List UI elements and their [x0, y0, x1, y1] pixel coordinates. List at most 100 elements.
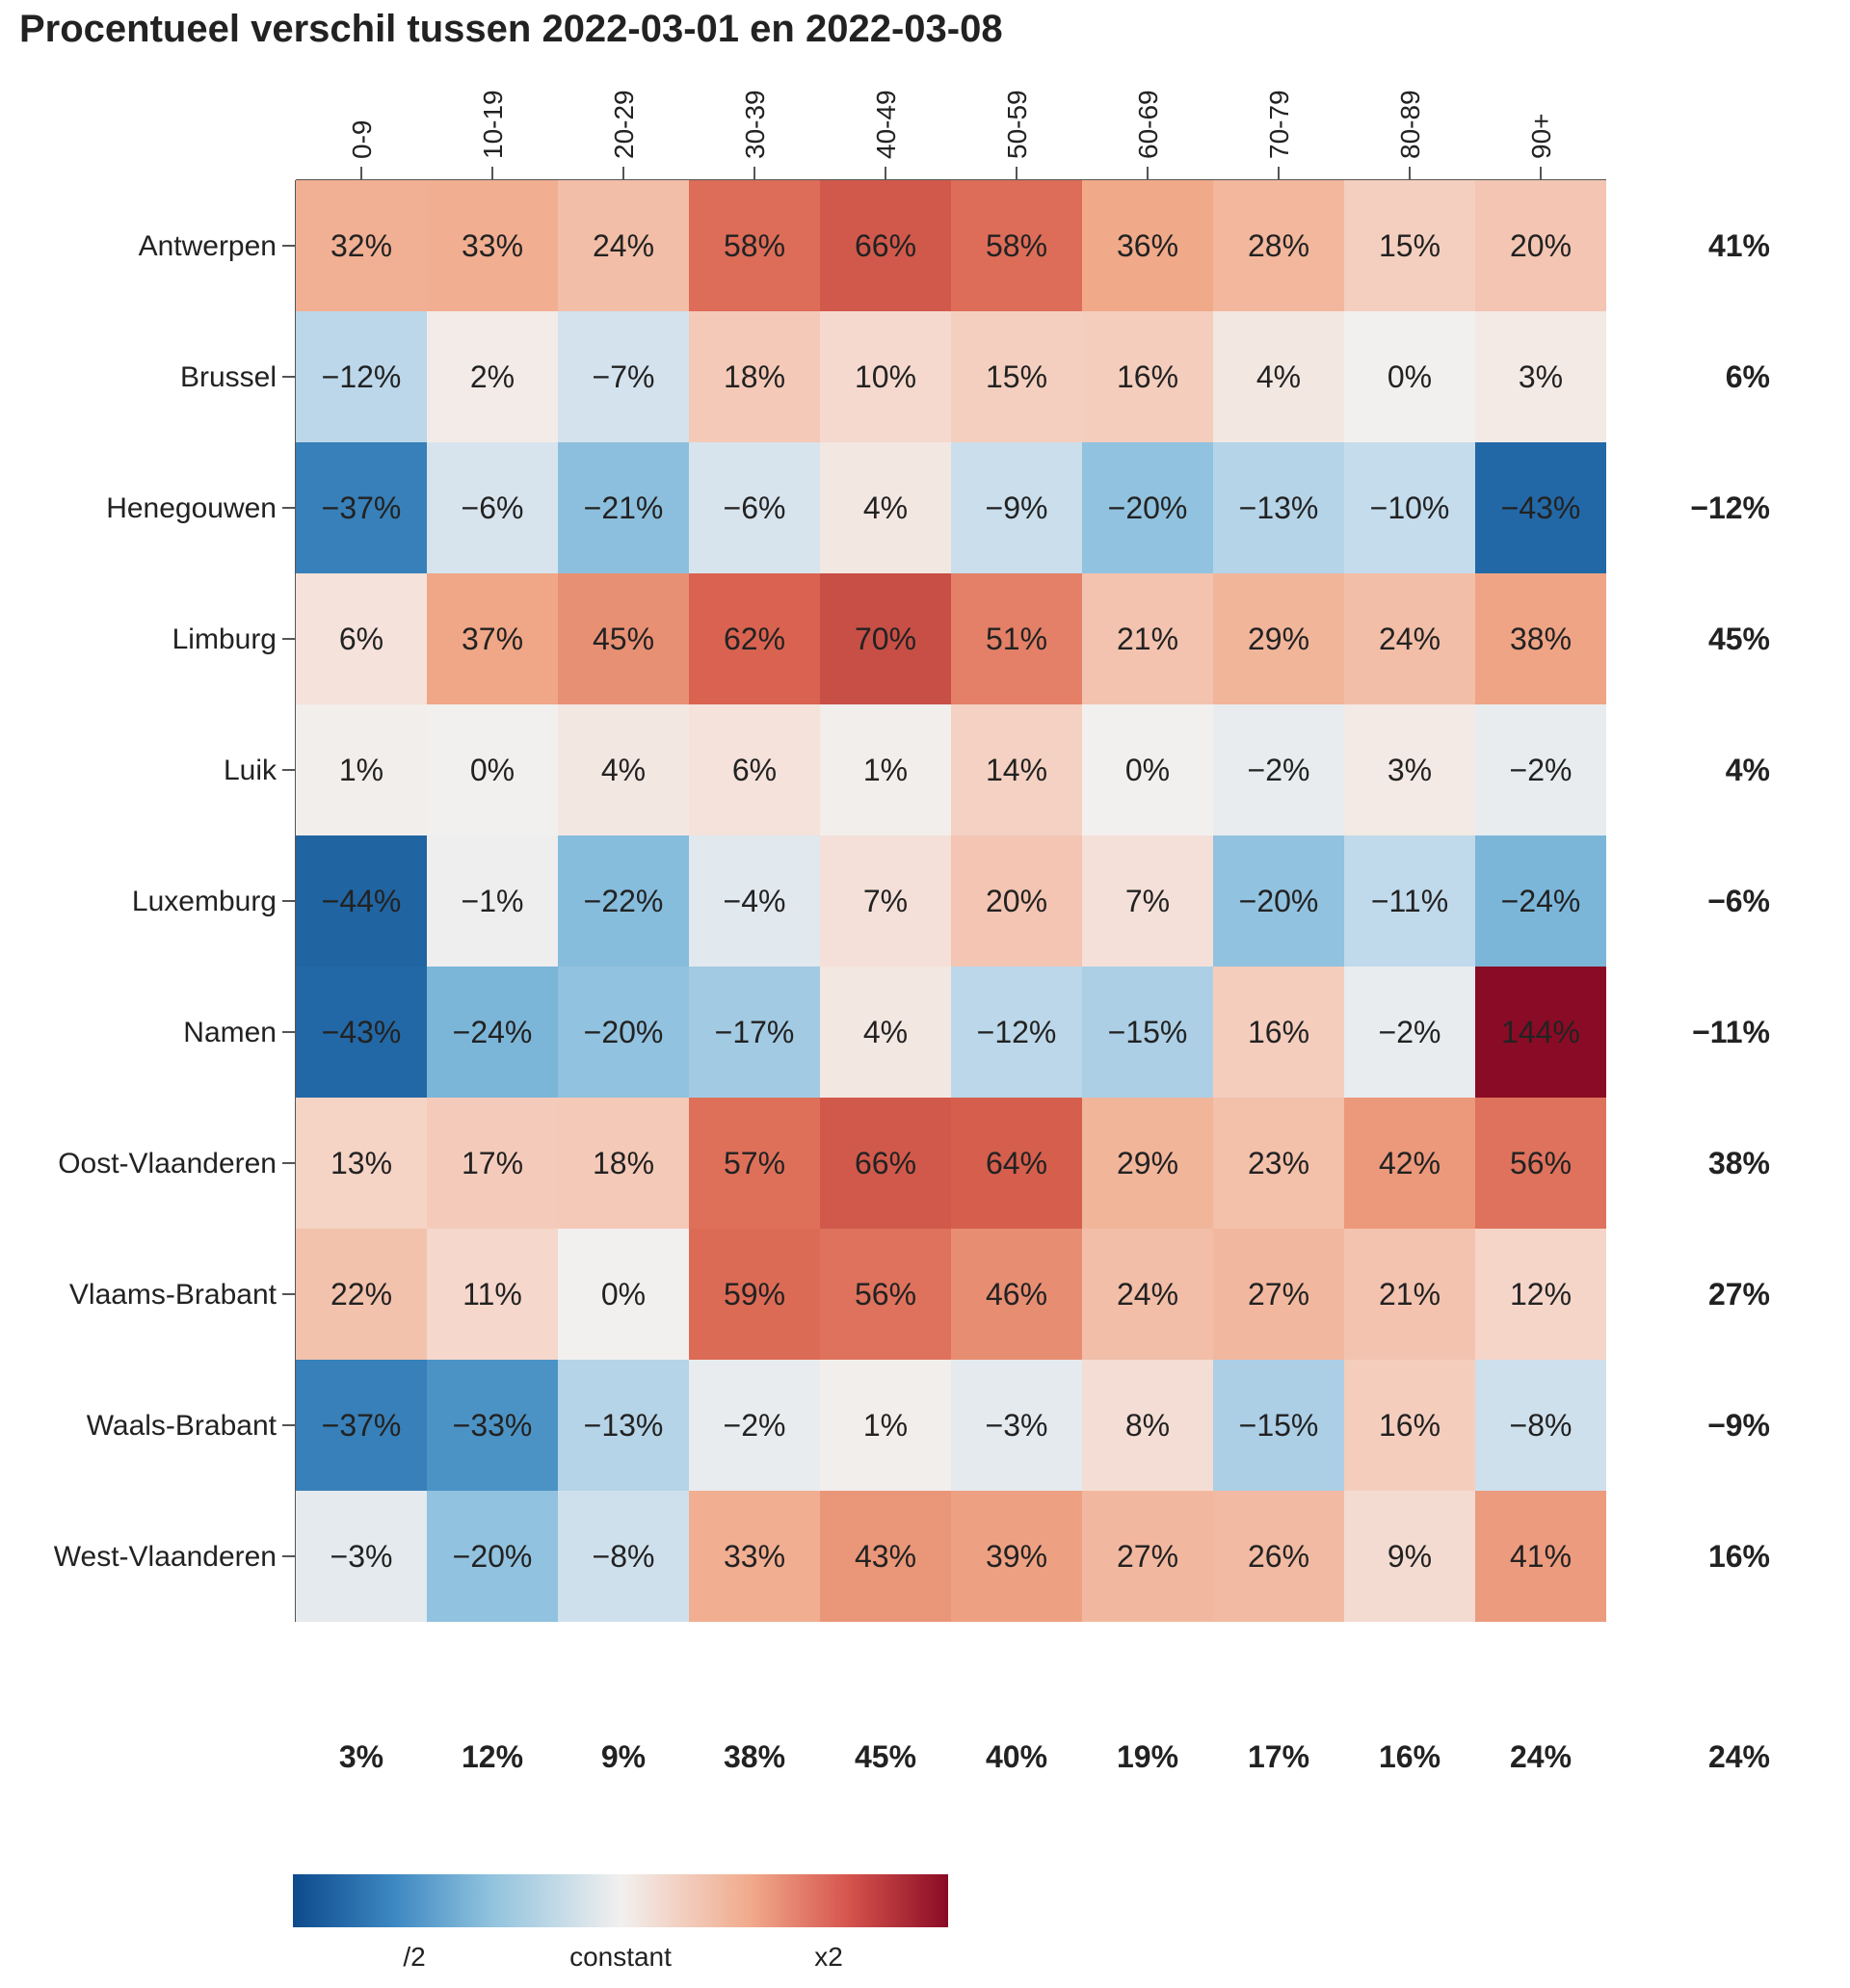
heatmap-cell — [427, 311, 558, 442]
heatmap-cell — [1344, 1098, 1475, 1229]
heatmap-cell — [558, 835, 689, 967]
column-total-label: 19% — [1117, 1739, 1178, 1774]
cell-value-label: 4% — [601, 753, 646, 787]
heatmap-cell — [427, 573, 558, 704]
cell-value-label: 0% — [1125, 753, 1170, 787]
cell-value-label: −6% — [462, 490, 524, 525]
heatmap-cell — [558, 311, 689, 442]
column-label: 0-9 — [347, 120, 377, 159]
cell-value-label: 38% — [1510, 622, 1572, 656]
heatmap-cell — [296, 442, 427, 573]
cell-value-label: 13% — [330, 1146, 392, 1180]
heatmap-cell — [689, 180, 820, 311]
heatmap-cell — [1213, 311, 1344, 442]
row-label: Waals-Brabant — [87, 1410, 278, 1442]
cell-value-label: 27% — [1117, 1539, 1178, 1574]
heatmap-cell — [1344, 180, 1475, 311]
column-axis: 0-9 10-19 20-29 30-39 40-49 50-59 60-69 70-79 80… — [296, 90, 1606, 181]
cell-value-label: 32% — [330, 228, 392, 263]
heatmap-cell — [1344, 311, 1475, 442]
cell-value-label: −20% — [1108, 490, 1188, 525]
heatmap-cell — [296, 1360, 427, 1491]
heatmap-cell — [296, 311, 427, 442]
heatmap-cell — [296, 1098, 427, 1229]
cell-value-label: 18% — [724, 359, 785, 394]
row-total-label: −12% — [1690, 490, 1770, 525]
heatmap-cell — [689, 1360, 820, 1491]
row-label: Namen — [183, 1017, 277, 1048]
cell-value-label: −10% — [1370, 490, 1450, 525]
cell-value-label: 45% — [593, 622, 654, 656]
cell-value-label: 23% — [1248, 1146, 1309, 1180]
heatmap-cell — [1082, 1360, 1213, 1491]
heatmap-cell — [951, 1491, 1082, 1622]
cell-value-label: −3% — [330, 1539, 393, 1574]
heatmap-cell — [820, 1491, 951, 1622]
row-label: Vlaams-Brabant — [69, 1279, 278, 1311]
cell-value-label: −43% — [322, 1015, 402, 1049]
cell-value-label: 18% — [593, 1146, 654, 1180]
cell-value-label: −2% — [1379, 1015, 1441, 1049]
legend-tick-label: x2 — [814, 1942, 843, 1972]
heatmap-cell — [427, 835, 558, 967]
cell-value-label: 0% — [470, 753, 515, 787]
cell-value-label: −43% — [1501, 490, 1581, 525]
cell-value-label: −44% — [322, 884, 402, 918]
cell-value-label: −33% — [453, 1408, 533, 1443]
cell-value-label: 0% — [601, 1277, 646, 1312]
heatmap-cell — [558, 180, 689, 311]
cell-value-label: −37% — [322, 490, 402, 525]
cell-value-label: 57% — [724, 1146, 785, 1180]
heatmap-cell — [689, 1229, 820, 1360]
heatmap-cell — [1082, 442, 1213, 573]
cell-value-label: 20% — [1510, 228, 1572, 263]
heatmap-cell — [296, 1491, 427, 1622]
cell-value-label: 17% — [462, 1146, 523, 1180]
heatmap-cell — [1213, 835, 1344, 967]
row-total-label: 27% — [1708, 1277, 1770, 1312]
column-label: 70-79 — [1264, 90, 1294, 159]
cell-value-label: 4% — [863, 1015, 908, 1049]
heatmap-cell — [1475, 573, 1606, 704]
cell-value-label: −7% — [593, 359, 655, 394]
cell-value-label: 0% — [1388, 359, 1432, 394]
heatmap-cell — [558, 1229, 689, 1360]
heatmap-cell — [427, 704, 558, 835]
cell-value-label: −9% — [986, 490, 1048, 525]
column-totals: 3% 12% 9% 38% 45% 40% 19% 17% 16% 24% 24% — [339, 1739, 1770, 1774]
row-label: Henegouwen — [106, 492, 277, 524]
cell-value-label: 64% — [986, 1146, 1047, 1180]
heatmap-cell — [1213, 1360, 1344, 1491]
cell-value-label: 6% — [339, 622, 383, 656]
cell-value-label: 8% — [1125, 1408, 1170, 1443]
cell-value-label: −17% — [715, 1015, 795, 1049]
row-axis: Antwerpen Brussel Henegouwen Limburg Luik Lux… — [54, 180, 297, 1622]
heatmap-cell — [951, 1229, 1082, 1360]
cell-value-label: 36% — [1117, 228, 1178, 263]
column-label: 90+ — [1526, 114, 1556, 160]
column-label: 10-19 — [478, 90, 508, 159]
heatmap-cell — [951, 835, 1082, 967]
cell-value-label: 10% — [855, 359, 916, 394]
heatmap-cell — [951, 1360, 1082, 1491]
row-total-label: 6% — [1726, 359, 1770, 394]
column-label: 50-59 — [1002, 90, 1032, 159]
heatmap-cell — [296, 835, 427, 967]
cell-value-label: 7% — [863, 884, 908, 918]
cell-value-label: 29% — [1117, 1146, 1178, 1180]
heatmap-cell — [296, 1229, 427, 1360]
heatmap-cell — [1082, 704, 1213, 835]
heatmap-cell — [951, 704, 1082, 835]
heatmap-cell — [1475, 967, 1606, 1098]
row-label: Antwerpen — [139, 230, 277, 262]
column-label: 20-29 — [609, 90, 639, 159]
legend-color-bar — [293, 1874, 948, 1927]
heatmap-cell — [558, 704, 689, 835]
cell-value-label: 7% — [1125, 884, 1170, 918]
cell-value-label: 1% — [339, 753, 383, 787]
heatmap-cell — [1082, 1491, 1213, 1622]
cell-value-label: 66% — [855, 228, 916, 263]
column-total-label: 12% — [462, 1739, 523, 1774]
heatmap-cell — [820, 1229, 951, 1360]
cell-value-label: −37% — [322, 1408, 402, 1443]
